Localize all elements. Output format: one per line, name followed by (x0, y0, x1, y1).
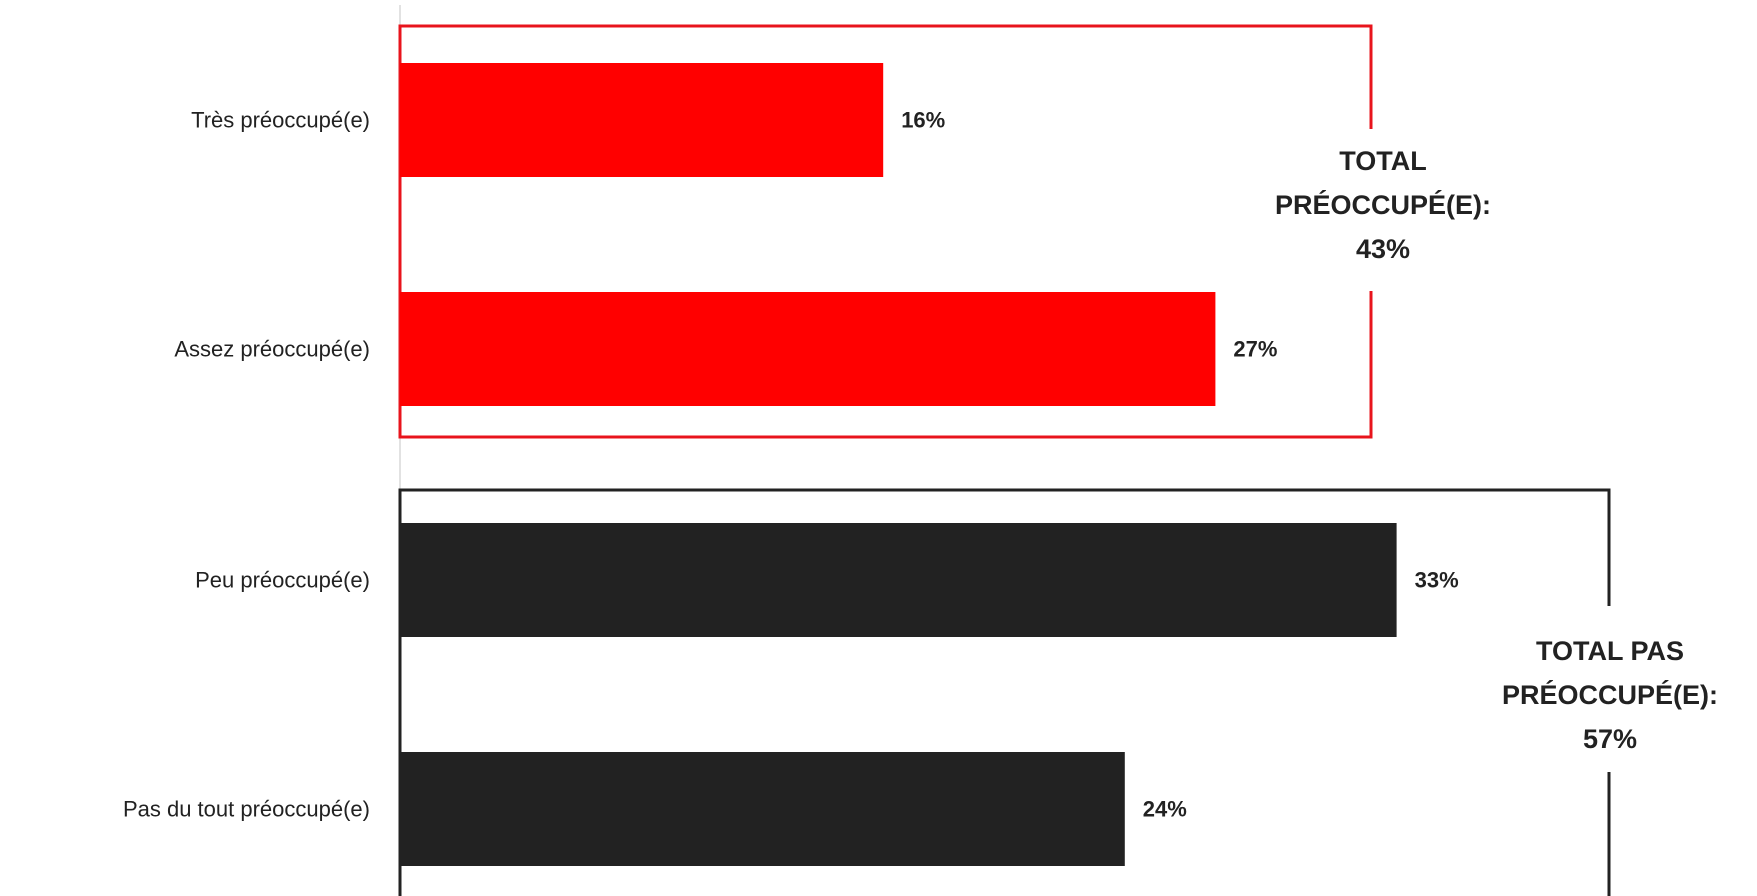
group-total-labels: TOTAL PRÉOCCUPÉ(E): 43% TOTAL PAS PRÉOCCUPÉ(… (1275, 146, 1718, 754)
bar-2 (400, 523, 1397, 637)
group-total-label-not-concerned: TOTAL PAS PRÉOCCUPÉ(E): 57% (1502, 636, 1718, 754)
category-label-0: Très préoccupé(e) (191, 108, 370, 133)
group-total-line: TOTAL (1339, 146, 1427, 176)
value-label-0: 16% (901, 108, 945, 133)
group-total-line: TOTAL PAS (1536, 636, 1684, 666)
group-total-line: PRÉOCCUPÉ(E): (1275, 189, 1491, 220)
bar-1 (400, 292, 1216, 406)
group-total-line: 43% (1356, 234, 1410, 264)
group-boxes (398, 24, 1611, 896)
bar-0 (400, 63, 884, 177)
group-total-label-concerned: TOTAL PRÉOCCUPÉ(E): 43% (1275, 146, 1491, 264)
group-box-concerned (398, 24, 1373, 439)
category-label-3: Pas du tout préoccupé(e) (123, 797, 370, 822)
category-labels: Très préoccupé(e) Assez préoccupé(e) Peu p… (123, 108, 370, 822)
bars (400, 63, 1397, 866)
category-label-1: Assez préoccupé(e) (174, 337, 370, 362)
group-total-line: PRÉOCCUPÉ(E): (1502, 679, 1718, 710)
group-box-not-concerned (398, 488, 1611, 896)
group-total-line: 57% (1583, 724, 1637, 754)
value-label-1: 27% (1233, 337, 1277, 362)
value-label-2: 33% (1415, 568, 1459, 593)
value-labels: 16% 27% 33% 24% (901, 108, 1458, 822)
bar-3 (400, 752, 1125, 866)
value-label-3: 24% (1143, 797, 1187, 822)
category-label-2: Peu préoccupé(e) (195, 568, 370, 593)
